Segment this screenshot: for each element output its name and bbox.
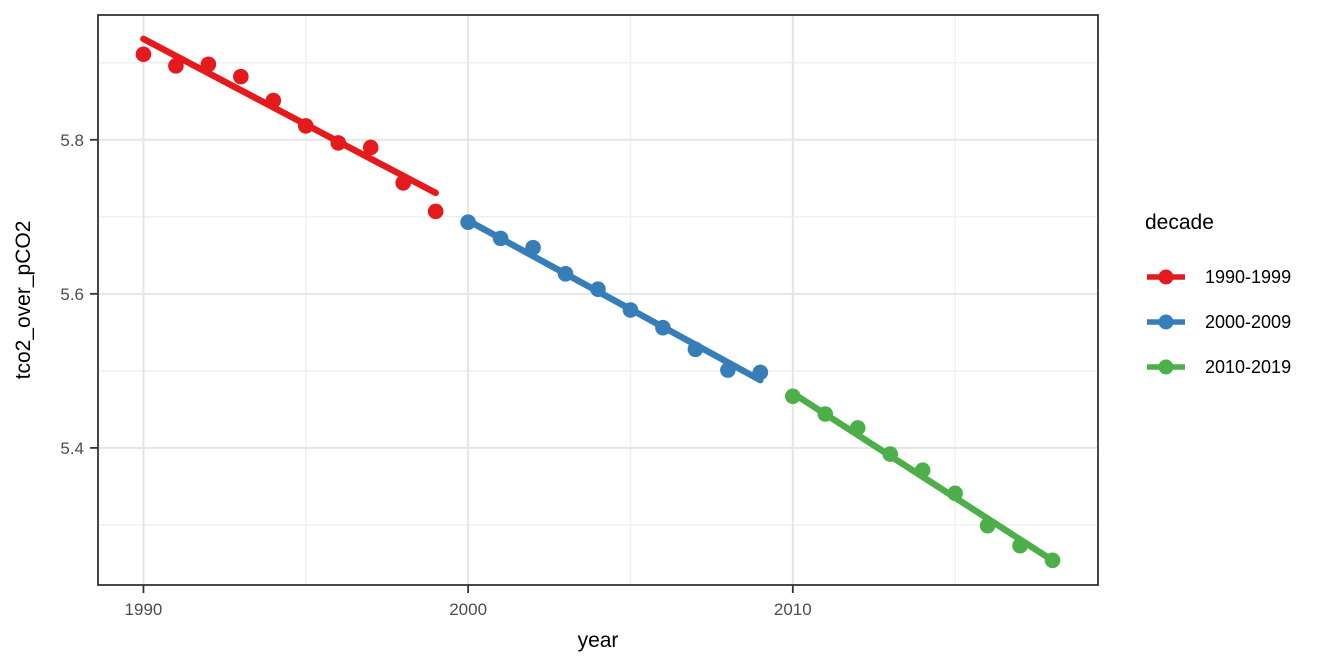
- trend-line: [789, 389, 1056, 564]
- x-axis-title: year: [577, 629, 619, 652]
- data-point: [362, 139, 379, 156]
- panel-border: [97, 14, 1099, 586]
- legend-entry: 2000-2009: [1145, 307, 1335, 337]
- data-point: [168, 58, 184, 74]
- y-tick-label: 5.8: [60, 131, 84, 150]
- legend-entry-label: 2010-2019: [1205, 356, 1292, 377]
- trend-line: [140, 35, 439, 197]
- data-point: [135, 46, 152, 63]
- x-tick-label: 2010: [774, 600, 812, 619]
- legend-title: decade: [1145, 211, 1214, 234]
- x-tick-label: 2000: [449, 600, 487, 619]
- data-point: [233, 68, 249, 85]
- legend-key-icon: [1147, 359, 1185, 375]
- legend-entry: 1990-1999: [1145, 262, 1335, 292]
- y-tick-label: 5.4: [60, 439, 84, 458]
- legend: decade 1990-1999 2000-2009 2010-2019: [1145, 210, 1335, 397]
- x-tick-label: 1990: [125, 600, 163, 619]
- trend-line: [464, 217, 764, 384]
- panel-background: [98, 15, 1098, 585]
- data-point: [427, 203, 444, 220]
- legend-entry-label: 2000-2009: [1205, 311, 1292, 332]
- y-axis-title: tco2_over_pCO2: [12, 220, 35, 380]
- legend-key-icon: [1147, 269, 1185, 285]
- legend-entry: 2010-2019: [1145, 352, 1335, 382]
- y-tick-label: 5.6: [60, 285, 84, 304]
- legend-key-icon: [1147, 314, 1185, 330]
- legend-entries: 1990-1999 2000-2009 2010-2019: [1145, 262, 1335, 382]
- legend-entry-label: 1990-1999: [1205, 266, 1292, 287]
